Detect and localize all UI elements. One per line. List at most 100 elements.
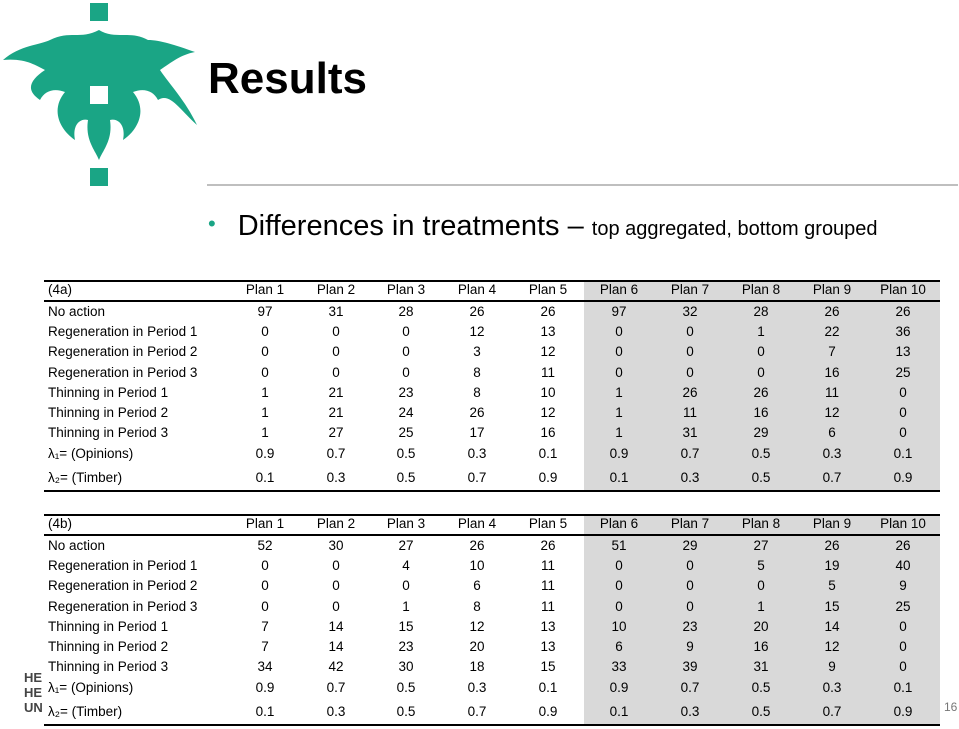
table-cell: 15	[540, 659, 556, 675]
table-cell: 0	[899, 618, 907, 634]
table-cell: 0	[615, 344, 623, 360]
table-cell: 40	[895, 558, 911, 574]
table-cell: 0	[686, 324, 694, 340]
row-label: No action	[48, 304, 106, 319]
table-shade	[584, 280, 940, 492]
table-cell: 11	[824, 384, 839, 400]
table-cell: 0.3	[326, 470, 346, 485]
column-header: Plan 3	[386, 282, 426, 297]
table-cell: 12	[540, 344, 556, 360]
table-cell: 13	[895, 344, 911, 360]
table-cell: 5	[828, 578, 836, 594]
logo-text: HE	[24, 670, 43, 685]
table-cell: 11	[540, 558, 555, 574]
row-label: λ₁= (Opinions)	[48, 680, 134, 695]
table-rule	[44, 724, 940, 726]
row-label: Thinning in Period 1	[48, 618, 169, 634]
table-cell: 26	[469, 538, 485, 553]
table-cell: 0.7	[467, 704, 487, 719]
table-cell: 0.7	[680, 446, 700, 461]
table-cell: 9	[899, 578, 907, 594]
table-cell: 20	[469, 639, 485, 654]
table-cell: 11	[540, 598, 555, 614]
table-cell: 29	[682, 538, 698, 553]
row-label: Thinning in Period 3	[48, 659, 169, 675]
table-cell: 17	[469, 425, 485, 441]
table-cell: 12	[469, 618, 485, 634]
table-cell: 31	[753, 659, 769, 675]
table-cell: 1	[261, 405, 269, 420]
table-cell: 26	[682, 384, 698, 400]
column-header: Plan 2	[316, 516, 356, 531]
table-cell: 0	[686, 364, 694, 380]
logo-text: HE	[24, 685, 43, 700]
table-cell: 0	[261, 324, 269, 340]
column-header: Plan 10	[880, 282, 926, 297]
table-cell: 16	[824, 364, 840, 380]
table-cell: 0.7	[467, 470, 487, 485]
table-cell: 0.3	[680, 704, 700, 719]
table-cell: 0.7	[822, 470, 842, 485]
table-cell: 0.5	[751, 470, 771, 485]
table-rule	[44, 534, 940, 536]
table-cell: 22	[824, 324, 840, 340]
table-cell: 7	[261, 618, 269, 634]
table-cell: 0.9	[893, 704, 913, 719]
bullet-sub: top aggregated, bottom grouped	[591, 218, 878, 240]
table-cell: 0.1	[609, 470, 629, 485]
table-cell: 23	[398, 384, 414, 400]
table-cell: 0	[402, 324, 410, 340]
table-cell: 0	[332, 344, 340, 360]
table-cell: 6	[615, 639, 623, 654]
table-cell: 0	[402, 364, 410, 380]
table-cell: 0.7	[326, 446, 346, 461]
table-cell: 16	[753, 405, 769, 420]
table-cell: 1	[757, 598, 765, 614]
table-cell: 0.1	[255, 470, 275, 485]
table-cell: 5	[757, 558, 765, 574]
table-cell: 0	[402, 344, 410, 360]
table-cell: 1	[402, 598, 410, 614]
table-cell: 23	[398, 639, 414, 654]
table-cell: 26	[540, 304, 556, 319]
table-cell: 28	[753, 304, 769, 319]
table-cell: 25	[895, 364, 911, 380]
table-cell: 0	[261, 344, 269, 360]
column-header: Plan 7	[670, 282, 710, 297]
table-cell: 0.1	[538, 680, 558, 695]
table-cell: 1	[261, 425, 269, 441]
table-cell: 8	[473, 384, 481, 400]
table-cell: 0.9	[255, 680, 275, 695]
table-cell: 13	[540, 639, 556, 654]
table-cell: 16	[540, 425, 556, 441]
slide-title: Results	[208, 54, 367, 103]
table-cell: 12	[540, 405, 556, 420]
table-cell: 12	[469, 324, 485, 340]
column-header: Plan 10	[880, 516, 926, 531]
table-cell: 0	[615, 598, 623, 614]
table-cell: 20	[753, 618, 769, 634]
table-cell: 27	[398, 538, 414, 553]
table-cell: 14	[328, 639, 344, 654]
table-cell: 0	[899, 659, 907, 675]
table-rule	[44, 300, 940, 302]
table-cell: 0.9	[893, 470, 913, 485]
table-cell: 0	[615, 364, 623, 380]
table-cell: 0.5	[751, 446, 771, 461]
column-header: Plan 4	[457, 282, 497, 297]
table-cell: 30	[328, 538, 344, 553]
row-label: Thinning in Period 3	[48, 425, 169, 441]
logo-flame	[3, 3, 197, 186]
table-cell: 0	[686, 598, 694, 614]
table-cell: 25	[895, 598, 911, 614]
table: (4a) Plan 1 Plan 2 Plan 3 Plan 4 Plan 5 Plan 6…	[44, 280, 940, 492]
column-header: Plan 3	[386, 516, 426, 531]
table-cell: 0	[332, 558, 340, 574]
row-label: Regeneration in Period 1	[48, 324, 198, 340]
row-label: Thinning in Period 2	[48, 405, 169, 420]
table-cell: 7	[261, 639, 269, 654]
table-cell: 0	[899, 639, 907, 654]
table-cell: 0.5	[396, 680, 416, 695]
table-cell: 21	[328, 384, 344, 400]
